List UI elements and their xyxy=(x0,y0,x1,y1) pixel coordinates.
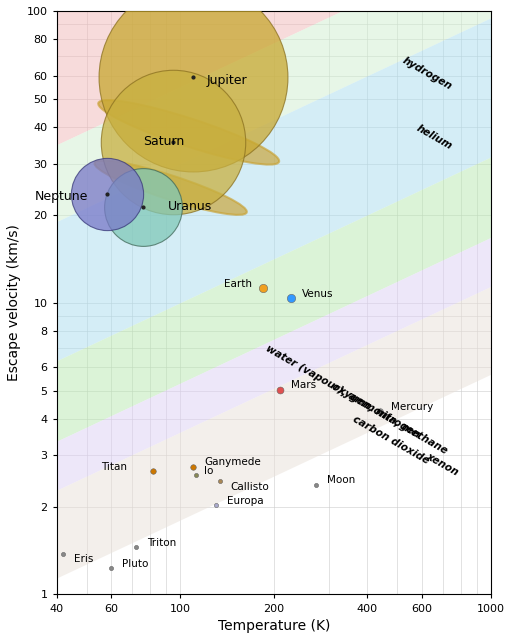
Text: Ganymede: Ganymede xyxy=(204,458,261,467)
Text: Moon: Moon xyxy=(327,476,356,485)
Text: xenon: xenon xyxy=(424,451,460,477)
Text: hydrogen: hydrogen xyxy=(400,56,453,92)
Point xyxy=(139,202,147,212)
Text: Mercury: Mercury xyxy=(391,402,434,412)
Text: Triton: Triton xyxy=(147,538,176,548)
X-axis label: Temperature (K): Temperature (K) xyxy=(218,619,330,633)
Text: Eris: Eris xyxy=(74,554,94,564)
Y-axis label: Escape velocity (km/s): Escape velocity (km/s) xyxy=(7,224,21,381)
Text: Pluto: Pluto xyxy=(122,559,149,569)
Text: helium: helium xyxy=(415,123,454,151)
Ellipse shape xyxy=(94,161,247,215)
Point xyxy=(102,189,111,200)
Ellipse shape xyxy=(98,100,279,164)
Text: oxygen, nitrogen: oxygen, nitrogen xyxy=(330,381,422,440)
Text: Europa: Europa xyxy=(227,496,263,506)
Text: Callisto: Callisto xyxy=(231,482,270,492)
Text: Venus: Venus xyxy=(302,289,333,299)
Text: Jupiter: Jupiter xyxy=(207,74,248,86)
Text: Io: Io xyxy=(204,466,213,476)
Text: water (vapour), ammonia, methane: water (vapour), ammonia, methane xyxy=(264,344,450,456)
Point xyxy=(189,72,197,82)
Point xyxy=(169,137,177,147)
Text: Earth: Earth xyxy=(224,279,251,289)
Text: Neptune: Neptune xyxy=(34,190,88,203)
Text: Uranus: Uranus xyxy=(168,200,212,212)
Text: Titan: Titan xyxy=(101,462,126,472)
Text: Saturn: Saturn xyxy=(143,135,184,148)
Text: carbon dioxide: carbon dioxide xyxy=(351,415,431,467)
Text: Mars: Mars xyxy=(291,380,316,390)
